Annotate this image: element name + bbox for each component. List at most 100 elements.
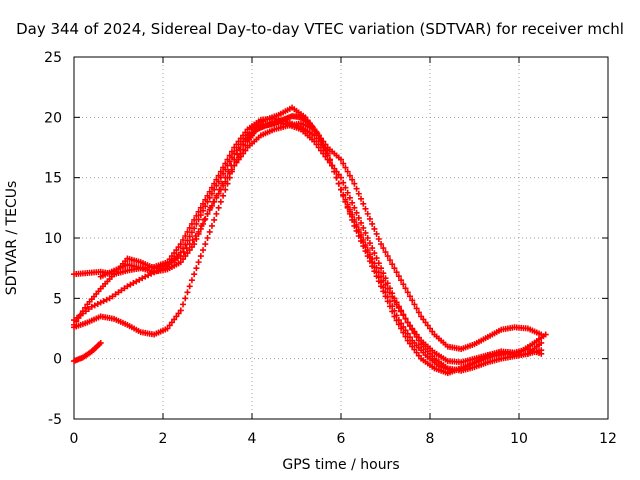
data-point xyxy=(213,194,220,201)
data-point xyxy=(393,269,400,276)
data-point xyxy=(182,253,189,260)
data-point xyxy=(353,185,360,192)
data-point xyxy=(180,301,187,308)
data-point xyxy=(197,225,204,232)
data-point xyxy=(409,343,416,350)
data-point xyxy=(358,231,365,238)
data-point xyxy=(402,285,409,292)
data-point xyxy=(386,298,393,305)
data-point xyxy=(409,326,416,333)
data-point xyxy=(389,290,396,297)
data-point xyxy=(329,162,336,169)
tick-labels: 0 2 4 6 8 10 12 -5 0 5 10 15 20 25 xyxy=(44,50,617,447)
data-point xyxy=(406,334,413,341)
data-point xyxy=(335,180,342,187)
data-point xyxy=(395,303,402,310)
data-point xyxy=(233,147,240,154)
data-point xyxy=(369,255,376,262)
data-point xyxy=(344,201,351,208)
data-point xyxy=(311,126,318,133)
data-point xyxy=(240,150,247,157)
data-point xyxy=(175,310,182,317)
data-point xyxy=(373,255,380,262)
series-track-4 xyxy=(97,120,545,353)
data-point xyxy=(213,182,220,189)
data-point xyxy=(378,241,385,248)
data-point xyxy=(188,244,195,251)
data-point xyxy=(349,176,356,183)
data-point xyxy=(346,194,353,201)
data-point xyxy=(222,178,229,185)
data-point xyxy=(362,229,369,236)
data-series xyxy=(71,104,549,377)
series-track-1 xyxy=(71,113,545,377)
data-point xyxy=(411,301,418,308)
data-point xyxy=(191,225,198,232)
data-point xyxy=(317,135,324,142)
data-point xyxy=(220,182,227,189)
gridlines xyxy=(74,57,608,419)
data-point xyxy=(380,245,387,252)
data-point xyxy=(82,304,89,311)
y-tick-label: 25 xyxy=(44,50,62,66)
data-point xyxy=(538,347,545,354)
data-point xyxy=(349,199,356,206)
data-point xyxy=(77,311,84,318)
data-point xyxy=(228,154,235,161)
y-tick-label: 0 xyxy=(53,352,62,368)
data-point xyxy=(195,208,202,215)
data-point xyxy=(322,153,329,160)
data-point xyxy=(391,295,398,302)
data-point xyxy=(320,138,327,145)
data-point xyxy=(97,339,104,346)
data-point xyxy=(171,250,178,257)
x-tick-label: 6 xyxy=(337,431,346,447)
data-point xyxy=(188,229,195,236)
data-point xyxy=(389,303,396,310)
data-point xyxy=(193,220,200,227)
series-track-3 xyxy=(71,115,545,366)
data-point xyxy=(366,251,373,258)
x-tick-label: 2 xyxy=(159,431,168,447)
data-point xyxy=(213,210,220,217)
data-point xyxy=(313,141,320,148)
data-point xyxy=(208,190,215,197)
data-point xyxy=(338,186,344,193)
data-point xyxy=(362,242,369,249)
data-point xyxy=(338,156,344,163)
data-point xyxy=(364,247,371,254)
data-point xyxy=(304,117,311,124)
data-point xyxy=(75,315,82,322)
data-point xyxy=(366,240,373,247)
data-point xyxy=(315,132,322,139)
x-tick-label: 0 xyxy=(70,431,79,447)
data-point xyxy=(395,317,402,324)
data-point xyxy=(235,156,242,163)
data-point xyxy=(413,305,420,312)
series-track-6 xyxy=(71,119,545,374)
data-point xyxy=(73,318,80,325)
data-point xyxy=(342,164,349,171)
data-point xyxy=(326,159,333,166)
data-point xyxy=(364,210,371,217)
data-point xyxy=(175,244,182,251)
data-point xyxy=(424,322,431,329)
data-point xyxy=(398,277,405,284)
data-point xyxy=(191,241,198,248)
data-point xyxy=(364,235,371,241)
data-point xyxy=(71,321,77,328)
data-point xyxy=(164,325,171,332)
data-point xyxy=(340,160,347,167)
data-point xyxy=(177,307,184,314)
data-point xyxy=(415,309,422,316)
data-point xyxy=(358,219,365,226)
data-point xyxy=(228,166,235,173)
data-point xyxy=(311,138,318,145)
data-point xyxy=(168,319,175,326)
data-point xyxy=(173,247,180,254)
data-point xyxy=(204,198,211,205)
data-point xyxy=(389,261,396,268)
data-point xyxy=(402,315,409,322)
data-point xyxy=(413,349,420,356)
data-point xyxy=(351,204,358,211)
